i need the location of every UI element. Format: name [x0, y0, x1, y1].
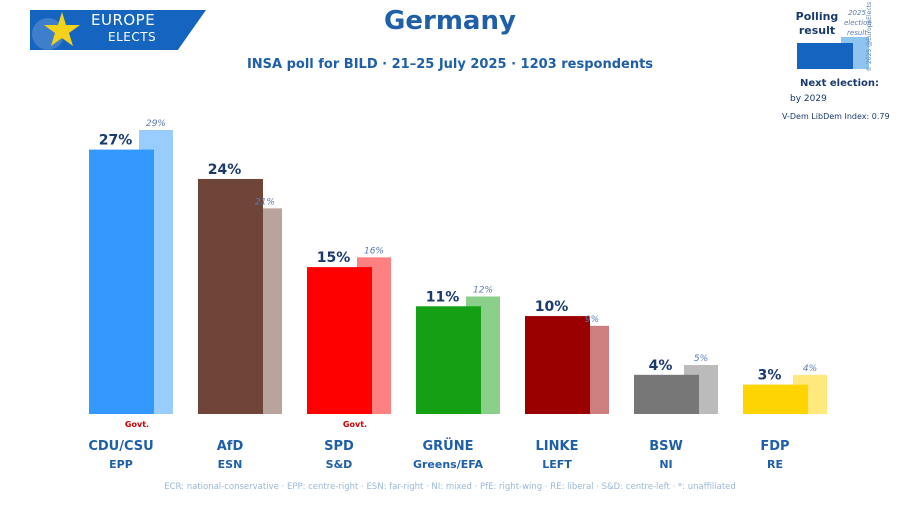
poll-value-label: 4%	[649, 358, 673, 374]
poll-bar	[743, 384, 808, 414]
govt-label: Govt.	[125, 420, 149, 429]
group-label: Greens/EFA	[413, 458, 484, 471]
chart-subtitle: INSA poll for BILD · 21–25 July 2025 · 1…	[246, 57, 654, 72]
next-election-label: Next election:	[800, 78, 879, 89]
party-label: SPD	[324, 439, 354, 454]
party-label: FDP	[760, 439, 789, 454]
party-label: CDU/CSU	[88, 439, 153, 454]
legend-poll-swatch	[797, 43, 853, 69]
group-label: S&D	[326, 458, 353, 471]
election-value-label: 12%	[473, 285, 493, 295]
poll-bar	[416, 306, 481, 414]
poll-value-label: 24%	[208, 162, 242, 178]
logo-star-icon	[32, 12, 80, 50]
next-election-value: by 2029	[790, 94, 827, 104]
chart-title: Germany	[384, 6, 516, 36]
poll-value-label: 10%	[535, 299, 569, 315]
legend-poll-label: Polling result	[795, 10, 839, 37]
govt-label: Govt.	[343, 420, 367, 429]
group-label: NI	[659, 458, 672, 471]
election-value-label: 21%	[255, 197, 275, 207]
election-value-label: 9%	[585, 315, 599, 325]
party-label: AfD	[217, 439, 244, 454]
logo-text-elects: ELECTS	[108, 30, 157, 44]
election-value-label: 4%	[803, 364, 817, 374]
election-value-label: 5%	[694, 354, 708, 364]
vdem-index: V-Dem LibDem Index: 0.79	[782, 112, 890, 121]
poll-bar	[198, 178, 263, 414]
party-label: GRÜNE	[423, 438, 474, 454]
election-value-label: 16%	[364, 246, 384, 256]
poll-value-label: 15%	[317, 250, 351, 266]
party-label: BSW	[649, 439, 683, 454]
group-label: LEFT	[542, 458, 572, 471]
poll-bar	[525, 316, 590, 414]
poll-bar	[634, 374, 699, 414]
group-label: ESN	[218, 458, 243, 471]
poll-bar	[307, 267, 372, 414]
footer-legend: ECR: national-conservative · EPP: centre…	[164, 482, 736, 492]
poll-value-label: 27%	[99, 133, 133, 149]
poll-bar	[89, 149, 154, 414]
poll-value-label: 3%	[758, 368, 782, 384]
legend-election-label: 2025 election result	[844, 9, 872, 37]
group-label: EPP	[109, 458, 133, 471]
logo-text-europe: EUROPE	[91, 11, 156, 29]
election-value-label: 29%	[146, 119, 166, 129]
group-label: RE	[767, 458, 783, 471]
party-label: LINKE	[536, 439, 579, 454]
poll-value-label: 11%	[426, 289, 460, 305]
